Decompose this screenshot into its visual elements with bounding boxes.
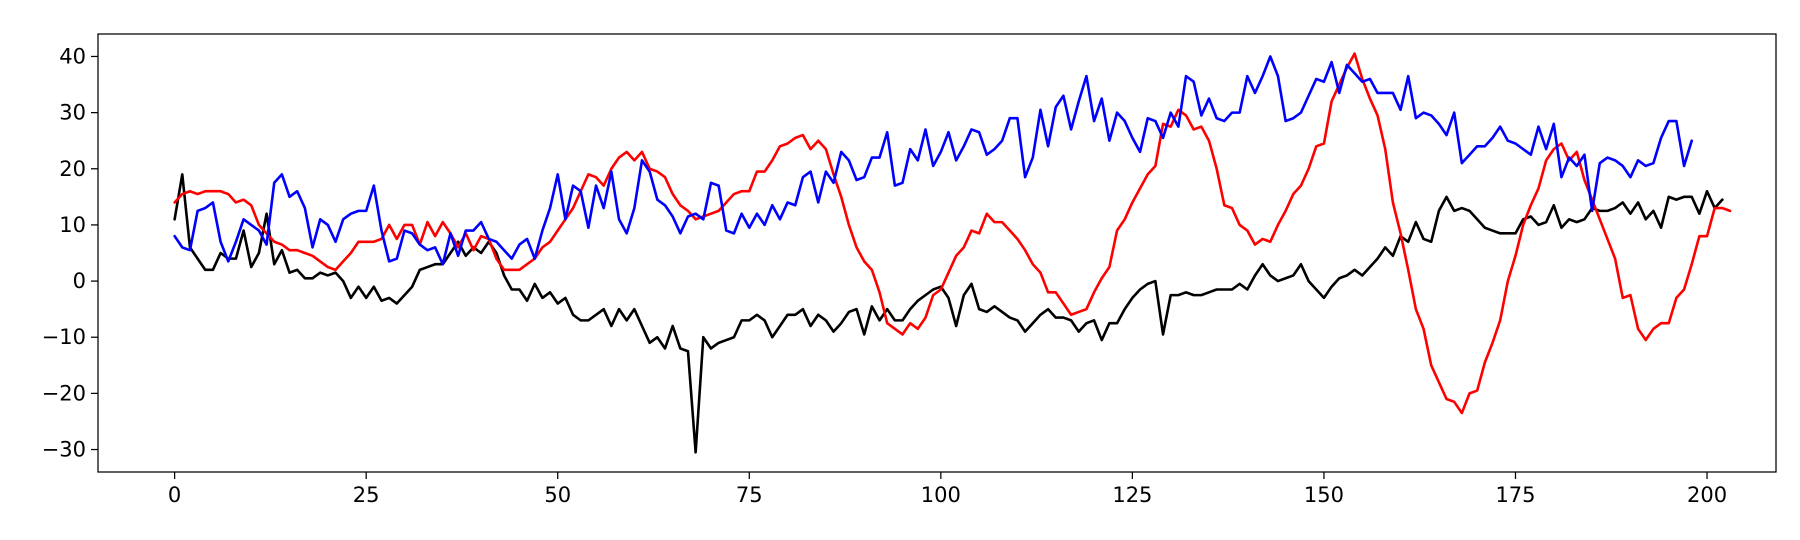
y-tick-label: −10 — [42, 325, 86, 349]
y-tick-label: 10 — [59, 213, 86, 237]
x-tick-label: 125 — [1112, 483, 1152, 507]
x-tick-label: 175 — [1495, 483, 1535, 507]
plot-area — [97, 33, 1777, 473]
y-tick-label: −20 — [42, 381, 86, 405]
x-tick-label: 50 — [544, 483, 571, 507]
x-tick-label: 150 — [1304, 483, 1344, 507]
series-line-2 — [173, 52, 1732, 415]
y-tick-label: 0 — [73, 269, 86, 293]
x-tick-label: 200 — [1687, 483, 1727, 507]
series-layer — [173, 52, 1732, 454]
x-tick-label: 25 — [353, 483, 380, 507]
x-tick-label: 100 — [921, 483, 961, 507]
y-tick-label: 20 — [59, 157, 86, 181]
x-tick-label: 75 — [736, 483, 763, 507]
y-tick-label: 30 — [59, 101, 86, 125]
y-tick-label: −30 — [42, 438, 86, 462]
series-line-3 — [173, 55, 1694, 266]
x-axis: 0 25 50 75 100 125 150 175 200 — [168, 472, 1727, 507]
x-tick-label: 0 — [168, 483, 181, 507]
series-line-1 — [173, 173, 1724, 454]
y-tick-label: 40 — [59, 44, 86, 68]
y-axis: −30 −20 −10 0 10 20 30 40 — [42, 44, 98, 462]
